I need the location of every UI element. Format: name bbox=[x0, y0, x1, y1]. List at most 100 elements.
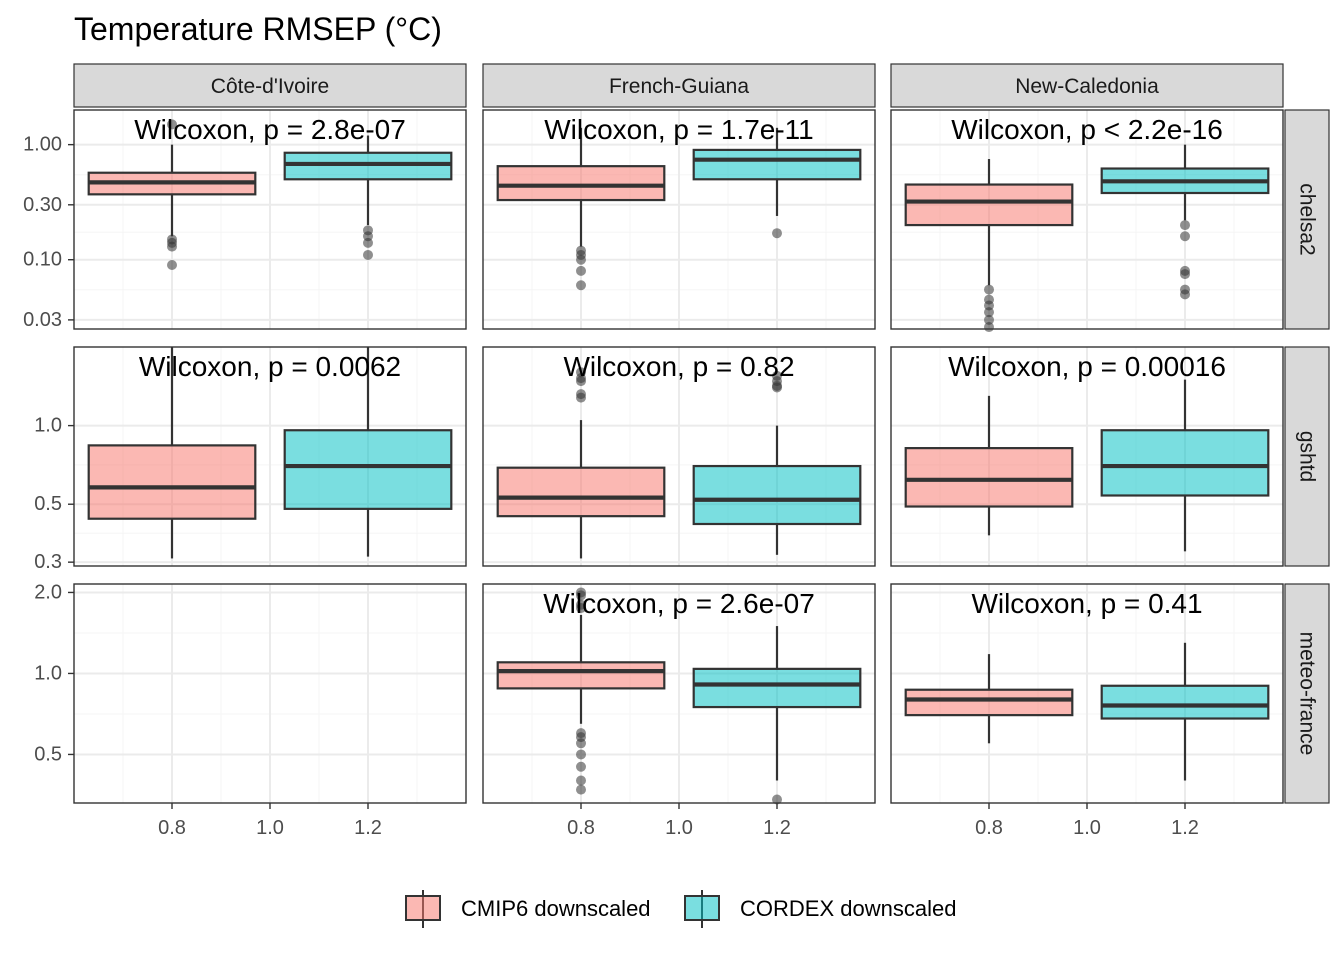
outlier-point bbox=[576, 738, 586, 749]
facet-strip-new-caledonia bbox=[890, 63, 1284, 108]
y-tick-label: 1.0 bbox=[34, 662, 62, 684]
outlier-point bbox=[576, 280, 586, 291]
wilcoxon-label: Wilcoxon, p = 0.82 bbox=[563, 351, 794, 382]
outlier-point bbox=[363, 237, 373, 248]
panel-border bbox=[482, 109, 876, 330]
y-tick-label: 0.3 bbox=[34, 551, 62, 573]
legend-label: CORDEX downscaled bbox=[740, 896, 956, 921]
y-tick-label: 0.10 bbox=[23, 249, 62, 271]
panel-border bbox=[890, 109, 1284, 330]
outlier-point bbox=[984, 307, 994, 318]
outlier-point bbox=[363, 249, 373, 260]
x-tick-label: 1.2 bbox=[1171, 817, 1199, 839]
boxplot-cordex-downscaled bbox=[692, 127, 862, 239]
boxplot-cordex-downscaled bbox=[1100, 642, 1270, 781]
panel-chelsa2-new-caledonia: Wilcoxon, p < 2.2e-16 bbox=[891, 110, 1283, 333]
y-tick-label: 1.0 bbox=[34, 415, 62, 437]
x-tick-label: 1.0 bbox=[256, 817, 284, 839]
wilcoxon-label: Wilcoxon, p = 0.0062 bbox=[139, 351, 401, 382]
outlier-point bbox=[167, 259, 177, 270]
boxplot-cmip6-downscaled bbox=[496, 367, 666, 559]
facet-label-cote-d-ivoire: Côte-d'Ivoire bbox=[211, 75, 329, 98]
panel-border bbox=[73, 109, 467, 330]
facet-label-french-guiana: French-Guiana bbox=[609, 75, 749, 98]
outlier-point bbox=[576, 590, 586, 601]
outlier-point bbox=[576, 254, 586, 265]
x-tick-label: 1.0 bbox=[665, 817, 693, 839]
boxplot-cmip6-downscaled bbox=[904, 395, 1074, 536]
wilcoxon-label: Wilcoxon, p = 2.8e-07 bbox=[134, 114, 406, 145]
outlier-point bbox=[1180, 289, 1190, 300]
legend-key-cordex: CORDEX downscaled bbox=[684, 890, 956, 928]
outlier-point bbox=[576, 784, 586, 795]
outlier-point bbox=[1180, 220, 1190, 231]
outlier-point bbox=[576, 775, 586, 786]
box-iqr bbox=[496, 165, 666, 202]
facet-strip-gshtd bbox=[1284, 346, 1330, 567]
outlier-point bbox=[576, 392, 586, 403]
x-tick-label: 0.8 bbox=[158, 817, 186, 839]
wilcoxon-label: Wilcoxon, p = 0.00016 bbox=[948, 351, 1226, 382]
outlier-point bbox=[1180, 269, 1190, 280]
box-iqr bbox=[692, 464, 862, 526]
box-iqr bbox=[692, 667, 862, 709]
panel-gshtd-new-caledonia: Wilcoxon, p = 0.00016 bbox=[891, 347, 1283, 566]
boxplot-cordex-downscaled bbox=[1100, 379, 1270, 552]
x-tick-label: 1.0 bbox=[1073, 817, 1101, 839]
panel-gshtd-french-guiana: Wilcoxon, p = 0.82 bbox=[483, 347, 875, 566]
facet-strip-chelsa2 bbox=[1284, 109, 1330, 330]
y-tick-label: 0.5 bbox=[34, 743, 62, 765]
boxplot-cordex-downscaled bbox=[692, 370, 862, 555]
facet-strip-cote-d-ivoire bbox=[73, 63, 467, 108]
panel-border bbox=[890, 346, 1284, 567]
y-tick-label: 2.0 bbox=[34, 581, 62, 603]
panel-meteo-france-cote-d-ivoire bbox=[74, 584, 466, 803]
y-tick-label: 1.00 bbox=[23, 134, 62, 156]
x-tick-label: 0.8 bbox=[975, 817, 1003, 839]
outlier-point bbox=[984, 322, 994, 333]
box-iqr bbox=[87, 444, 257, 520]
outlier-point bbox=[984, 284, 994, 295]
legend-key-cmip6: CMIP6 downscaled bbox=[405, 890, 651, 928]
x-tick-label: 1.2 bbox=[763, 817, 791, 839]
x-tick-label: 0.8 bbox=[567, 817, 595, 839]
box-iqr bbox=[1100, 684, 1270, 720]
panel-gshtd-cote-d-ivoire: Wilcoxon, p = 0.0062 bbox=[74, 347, 466, 566]
facet-strip-meteo-france bbox=[1284, 583, 1330, 804]
outlier-point bbox=[576, 603, 586, 614]
boxplot-cordex-downscaled bbox=[283, 135, 453, 260]
outlier-point bbox=[772, 794, 782, 805]
boxplot-cmip6-downscaled bbox=[904, 654, 1074, 744]
y-tick-label: 0.03 bbox=[23, 309, 62, 331]
legend-swatch bbox=[684, 895, 720, 921]
wilcoxon-label: Wilcoxon, p = 1.7e-11 bbox=[544, 114, 814, 145]
facet-label-gshtd: gshtd bbox=[1296, 431, 1319, 482]
outlier-point bbox=[576, 265, 586, 276]
outlier-point bbox=[984, 314, 994, 325]
outlier-point bbox=[167, 119, 177, 130]
panel-border bbox=[482, 346, 876, 567]
boxplot-cmip6-downscaled bbox=[904, 159, 1074, 333]
box-iqr bbox=[283, 151, 453, 181]
box-iqr bbox=[904, 183, 1074, 227]
outlier-point bbox=[576, 749, 586, 760]
facet-strip-french-guiana bbox=[482, 63, 876, 108]
outlier-point bbox=[167, 241, 177, 252]
boxplot-cordex-downscaled bbox=[1100, 144, 1270, 300]
facet-label-chelsa2: chelsa2 bbox=[1296, 183, 1319, 255]
panel-chelsa2-cote-d-ivoire: Wilcoxon, p = 2.8e-07 bbox=[74, 110, 466, 329]
box-iqr bbox=[904, 688, 1074, 717]
legend: CMIP6 downscaled CORDEX downscaled bbox=[405, 890, 956, 928]
panel-meteo-france-french-guiana: Wilcoxon, p = 2.6e-07 bbox=[483, 584, 875, 805]
box-iqr bbox=[496, 466, 666, 518]
wilcoxon-label: Wilcoxon, p = 2.6e-07 bbox=[543, 588, 815, 619]
box-iqr bbox=[692, 148, 862, 181]
outlier-point bbox=[576, 376, 586, 387]
box-iqr bbox=[904, 447, 1074, 508]
box-iqr bbox=[1100, 429, 1270, 497]
y-tick-label: 0.30 bbox=[23, 194, 62, 216]
outlier-point bbox=[576, 761, 586, 772]
x-tick-label: 1.2 bbox=[354, 817, 382, 839]
